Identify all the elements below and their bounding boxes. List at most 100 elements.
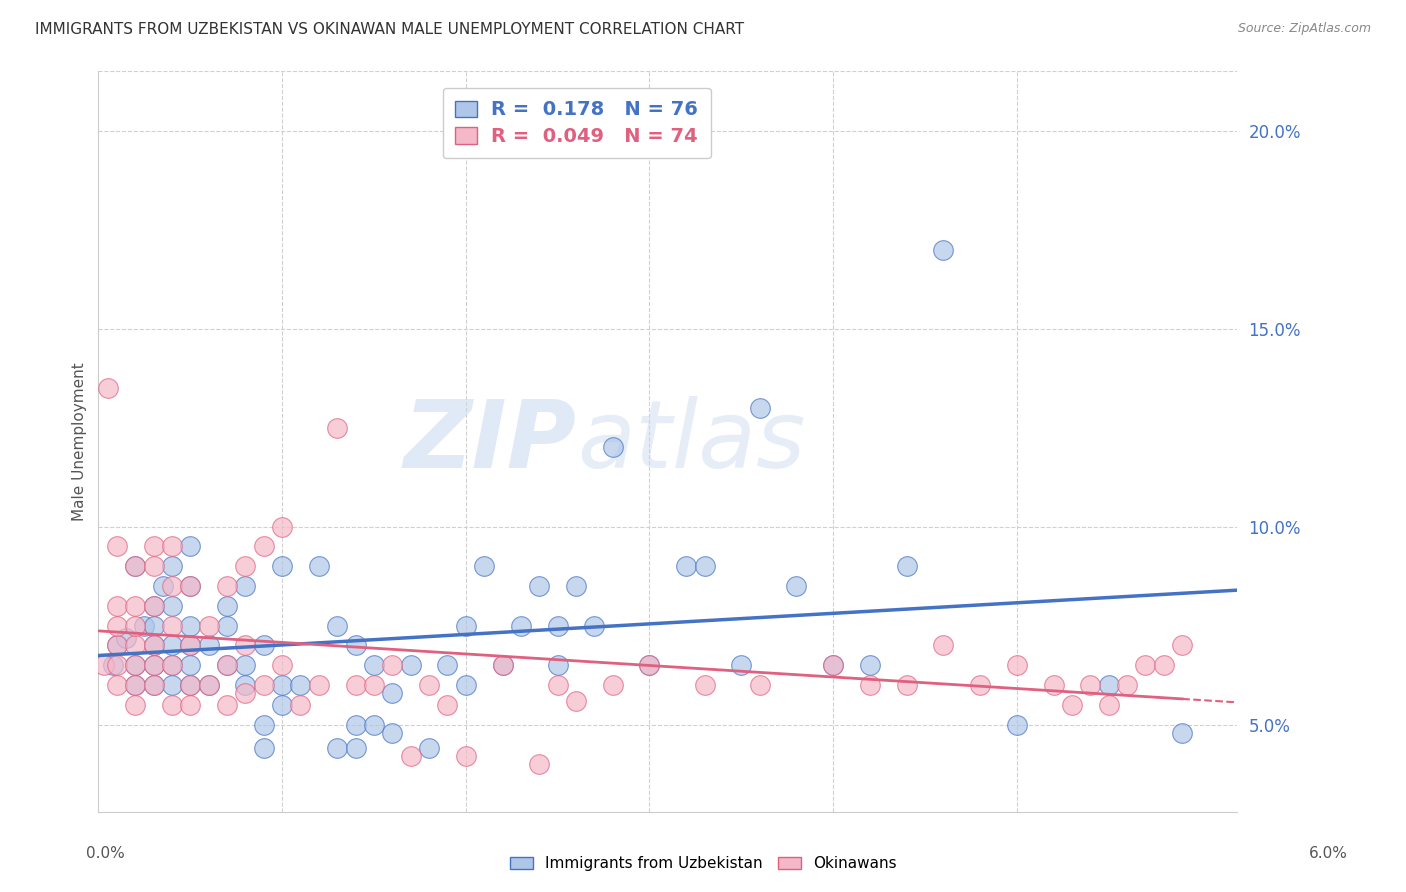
Point: [160, 658, 183, 673]
Point: [142, 678, 165, 692]
Point: [179, 540, 201, 554]
Point: [105, 639, 128, 653]
Point: [529, 757, 551, 772]
Point: [896, 678, 918, 692]
Point: [124, 559, 146, 574]
Point: [932, 243, 955, 257]
Point: [160, 639, 183, 653]
Point: [105, 678, 128, 692]
Point: [271, 519, 294, 533]
Point: [253, 540, 276, 554]
Point: [235, 686, 257, 700]
Point: [179, 579, 201, 593]
Point: [1171, 725, 1194, 739]
Point: [105, 540, 128, 554]
Point: [105, 639, 128, 653]
Text: Source: ZipAtlas.com: Source: ZipAtlas.com: [1237, 22, 1371, 36]
Point: [308, 559, 330, 574]
Point: [547, 678, 569, 692]
Point: [326, 741, 349, 756]
Point: [1005, 658, 1028, 673]
Point: [179, 678, 201, 692]
Point: [381, 725, 404, 739]
Point: [399, 658, 422, 673]
Point: [529, 579, 551, 593]
Point: [491, 658, 513, 673]
Point: [454, 749, 477, 764]
Point: [271, 698, 294, 712]
Point: [253, 678, 276, 692]
Point: [235, 639, 257, 653]
Point: [326, 420, 349, 434]
Point: [197, 678, 219, 692]
Point: [326, 618, 349, 632]
Point: [565, 694, 588, 708]
Point: [509, 618, 531, 632]
Point: [583, 618, 606, 632]
Point: [142, 599, 165, 613]
Point: [124, 658, 146, 673]
Point: [124, 678, 146, 692]
Point: [134, 618, 156, 632]
Point: [215, 599, 238, 613]
Point: [418, 741, 440, 756]
Point: [418, 678, 440, 692]
Point: [101, 658, 124, 673]
Point: [124, 559, 146, 574]
Point: [179, 658, 201, 673]
Point: [290, 698, 312, 712]
Point: [105, 658, 128, 673]
Point: [160, 618, 183, 632]
Point: [97, 381, 120, 395]
Point: [179, 698, 201, 712]
Point: [638, 658, 661, 673]
Point: [215, 658, 238, 673]
Point: [547, 658, 569, 673]
Point: [179, 579, 201, 593]
Point: [152, 579, 174, 593]
Point: [1078, 678, 1101, 692]
Point: [565, 579, 588, 593]
Text: ZIP: ZIP: [404, 395, 576, 488]
Point: [399, 749, 422, 764]
Point: [344, 639, 367, 653]
Point: [105, 599, 128, 613]
Text: IMMIGRANTS FROM UZBEKISTAN VS OKINAWAN MALE UNEMPLOYMENT CORRELATION CHART: IMMIGRANTS FROM UZBEKISTAN VS OKINAWAN M…: [35, 22, 744, 37]
Point: [363, 678, 385, 692]
Point: [823, 658, 845, 673]
Point: [748, 678, 770, 692]
Point: [896, 559, 918, 574]
Point: [142, 639, 165, 653]
Point: [363, 717, 385, 731]
Point: [124, 658, 146, 673]
Point: [454, 618, 477, 632]
Point: [547, 618, 569, 632]
Point: [160, 540, 183, 554]
Point: [436, 698, 458, 712]
Point: [142, 678, 165, 692]
Point: [105, 618, 128, 632]
Point: [1005, 717, 1028, 731]
Point: [381, 686, 404, 700]
Point: [160, 678, 183, 692]
Point: [179, 639, 201, 653]
Point: [859, 678, 882, 692]
Point: [381, 658, 404, 673]
Text: 0.0%: 0.0%: [86, 847, 125, 861]
Point: [344, 717, 367, 731]
Point: [271, 559, 294, 574]
Point: [1135, 658, 1157, 673]
Point: [730, 658, 752, 673]
Legend: Immigrants from Uzbekistan, Okinawans: Immigrants from Uzbekistan, Okinawans: [503, 850, 903, 877]
Point: [290, 678, 312, 692]
Point: [142, 658, 165, 673]
Point: [1171, 639, 1194, 653]
Point: [785, 579, 807, 593]
Point: [124, 678, 146, 692]
Point: [472, 559, 495, 574]
Point: [436, 658, 458, 673]
Point: [693, 559, 716, 574]
Point: [197, 678, 219, 692]
Point: [179, 618, 201, 632]
Point: [142, 599, 165, 613]
